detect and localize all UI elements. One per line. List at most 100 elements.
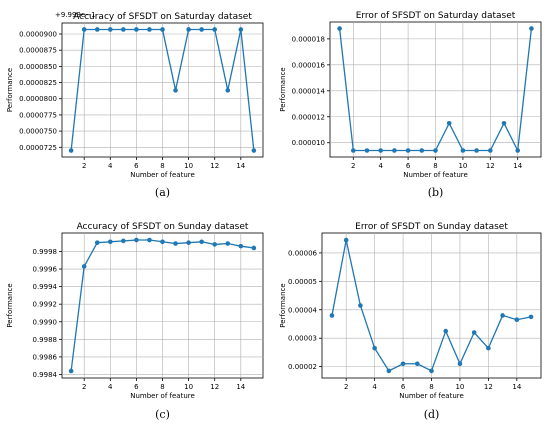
x-tick-label: 2 (344, 383, 348, 391)
y-tick-label: 0.9994 (33, 283, 58, 291)
x-tick-label: 12 (210, 383, 219, 391)
chart-title: Error of SFSDT on Sunday dataset (355, 222, 508, 232)
y-tick-label: 0.9996 (33, 266, 58, 274)
x-tick-label: 10 (184, 162, 193, 170)
x-tick-label: 4 (108, 383, 113, 391)
x-axis-label: Number of feature (130, 171, 195, 179)
data-point (212, 242, 218, 247)
y-tick-label: 0.00002 (288, 363, 317, 371)
x-tick-label: 10 (184, 383, 193, 391)
data-point (460, 148, 466, 153)
data-point (186, 240, 191, 245)
x-axis-label: Number of feature (403, 171, 468, 179)
x-tick-label: 2 (82, 383, 86, 391)
x-tick-label: 12 (484, 383, 493, 391)
data-point (443, 328, 449, 334)
data-point (372, 345, 377, 351)
y-tick-label: 0.000018 (292, 35, 325, 43)
x-tick-label: 12 (486, 162, 495, 170)
panel-caption: (c) (155, 408, 170, 421)
y-tick-label: 0.0000875 (19, 47, 57, 55)
data-point (94, 240, 100, 245)
data-point (173, 241, 178, 246)
x-tick-label: 6 (134, 383, 139, 391)
x-tick-label: 8 (433, 162, 437, 170)
x-axis-label: Number of feature (399, 392, 464, 400)
y-tick-label: 0.00003 (288, 335, 317, 343)
data-point (225, 88, 231, 93)
data-point (446, 120, 452, 126)
data-point (474, 148, 479, 153)
data-point (107, 239, 113, 245)
chart-panel-a: Accuracy of SFSDT on Saturday dataset +9… (6, 11, 264, 199)
y-tick-label: 0.00006 (288, 249, 317, 257)
data-point (386, 368, 392, 374)
y-axis-label: Performance (279, 283, 287, 327)
chart-panel-d: Error of SFSDT on Sunday dataset Number … (279, 222, 542, 421)
y-tick-label: 0.0000750 (19, 128, 57, 136)
data-point (515, 148, 521, 153)
panel-caption: (d) (424, 408, 440, 421)
data-point (238, 243, 244, 249)
x-tick-label: 6 (401, 383, 406, 391)
data-point (94, 27, 100, 32)
y-tick-label: 0.0000900 (19, 31, 57, 39)
x-tick-label: 8 (160, 162, 164, 170)
data-point (392, 148, 397, 153)
data-point (134, 27, 139, 32)
x-tick-label: 6 (134, 162, 139, 170)
data-point (429, 368, 434, 374)
y-tick-label: 0.9984 (33, 371, 58, 379)
chart-panel-c: Accuracy of SFSDT on Sunday dataset Numb… (6, 222, 264, 421)
x-tick-label: 14 (236, 162, 245, 170)
data-point (337, 26, 342, 31)
data-point (160, 239, 165, 245)
x-tick-label: 2 (351, 162, 355, 170)
data-point (238, 27, 244, 32)
data-point (528, 314, 534, 320)
chart-title: Accuracy of SFSDT on Sunday dataset (77, 222, 249, 232)
x-tick-label: 8 (160, 383, 164, 391)
panel-caption: (b) (428, 186, 444, 199)
data-point (486, 345, 491, 351)
y-tick-label: 0.000010 (292, 139, 325, 147)
data-point (457, 361, 463, 367)
y-tick-label: 0.00005 (288, 278, 317, 286)
x-tick-label: 14 (236, 383, 245, 391)
x-tick-label: 14 (513, 162, 522, 170)
data-point (400, 361, 406, 367)
y-tick-label: 0.9992 (33, 301, 58, 309)
data-point (147, 237, 152, 243)
data-point (186, 27, 191, 32)
y-tick-label: 0.000014 (292, 87, 326, 95)
y-tick-label: 0.9990 (33, 318, 58, 326)
y-tick-label: 0.9986 (33, 353, 58, 361)
data-point (68, 148, 74, 153)
data-point (107, 27, 113, 32)
data-point (121, 238, 126, 244)
x-tick-label: 2 (82, 162, 86, 170)
data-point (81, 27, 87, 32)
chart-title: Accuracy of SFSDT on Saturday dataset (73, 12, 252, 22)
data-point (251, 245, 257, 251)
data-point (433, 148, 438, 153)
data-point (501, 120, 507, 126)
data-point (199, 27, 204, 32)
data-point (378, 148, 383, 153)
data-point (358, 303, 363, 308)
y-tick-label: 0.9988 (33, 336, 58, 344)
x-tick-label: 12 (210, 162, 219, 170)
data-point (147, 27, 152, 32)
x-tick-label: 10 (458, 162, 467, 170)
data-point (350, 148, 356, 153)
y-tick-label: 0.0000825 (19, 79, 57, 87)
y-tick-label: 0.9998 (33, 248, 58, 256)
y-axis-label: Performance (6, 68, 14, 112)
data-point (68, 368, 74, 374)
x-tick-label: 4 (378, 162, 383, 170)
chart-title: Error of SFSDT on Saturday dataset (356, 11, 516, 21)
panel-caption: (a) (155, 186, 170, 199)
data-point (364, 148, 370, 153)
x-tick-label: 14 (512, 383, 521, 391)
data-point (121, 27, 126, 32)
